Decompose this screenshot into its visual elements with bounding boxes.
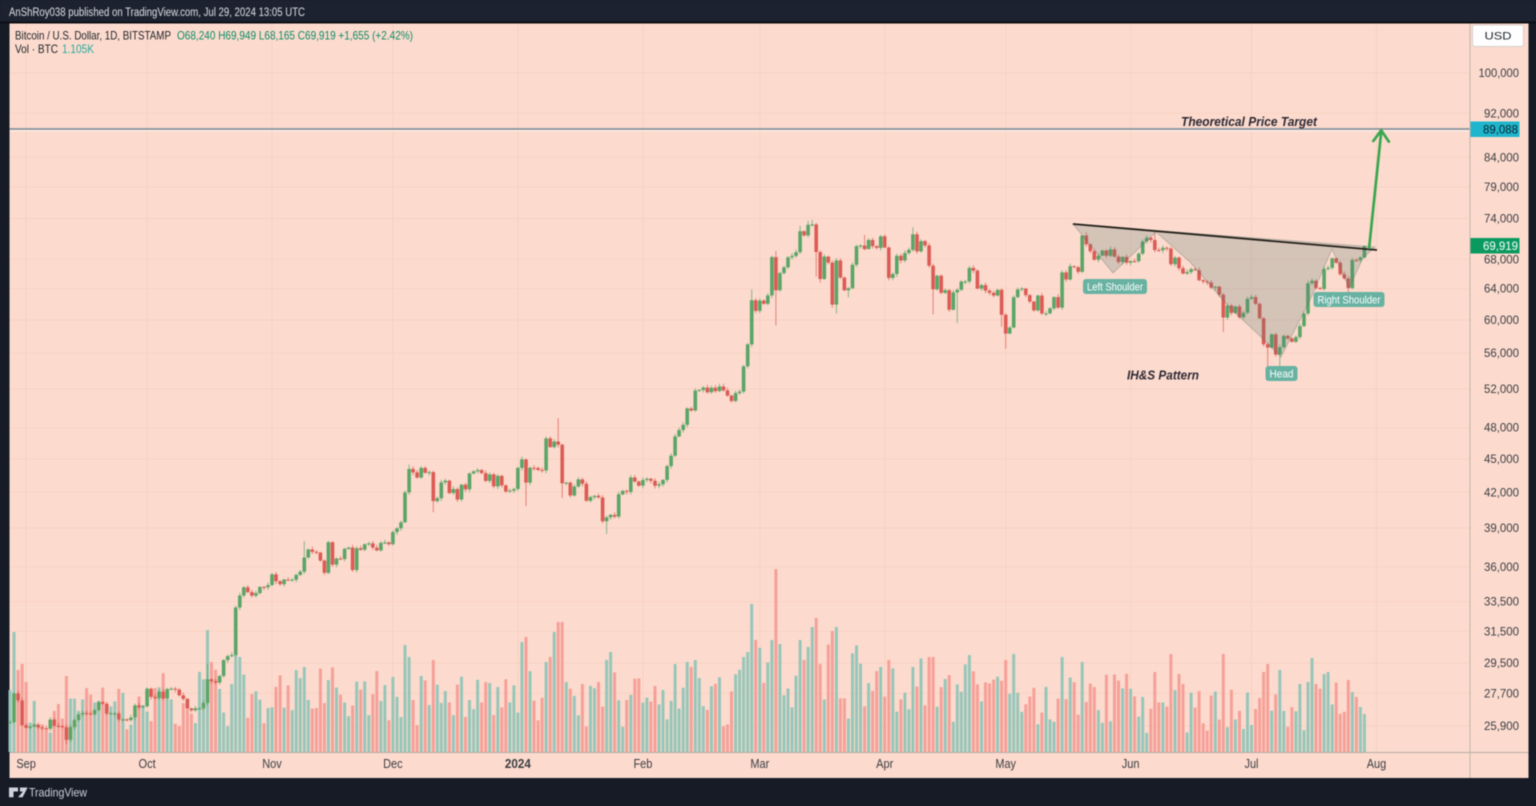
svg-text:79,000: 79,000 <box>1484 180 1519 194</box>
svg-text:27,700: 27,700 <box>1484 686 1519 700</box>
svg-text:Mar: Mar <box>750 756 769 771</box>
svg-text:69,919: 69,919 <box>1483 239 1518 253</box>
svg-text:Bitcoin / U.S. Dollar, 1D, BIT: Bitcoin / U.S. Dollar, 1D, BITSTAMP <box>15 29 171 43</box>
svg-text:60,000: 60,000 <box>1484 313 1519 327</box>
svg-text:52,000: 52,000 <box>1484 382 1519 396</box>
svg-text:56,000: 56,000 <box>1484 346 1519 360</box>
svg-text:Sep: Sep <box>16 756 36 771</box>
svg-text:45,000: 45,000 <box>1484 452 1519 466</box>
svg-text:Left Shoulder: Left Shoulder <box>1087 281 1143 293</box>
svg-text:Dec: Dec <box>383 756 403 771</box>
svg-text:84,000: 84,000 <box>1484 150 1519 164</box>
svg-text:64,000: 64,000 <box>1484 282 1519 296</box>
svg-text:Apr: Apr <box>876 756 894 771</box>
svg-text:48,000: 48,000 <box>1484 421 1519 435</box>
svg-text:USD: USD <box>1485 31 1512 43</box>
svg-text:Nov: Nov <box>262 756 282 771</box>
svg-text:Theoretical Price Target: Theoretical Price Target <box>1181 114 1318 129</box>
svg-text:IH&S Pattern: IH&S Pattern <box>1127 368 1199 383</box>
svg-text:O68,240 H69,949 L68,165 C69,91: O68,240 H69,949 L68,165 C69,919 +1,655 (… <box>177 29 413 43</box>
svg-text:Jul: Jul <box>1245 756 1259 771</box>
svg-text:Jun: Jun <box>1122 756 1140 771</box>
svg-text:68,000: 68,000 <box>1484 252 1519 266</box>
svg-text:36,000: 36,000 <box>1484 560 1519 574</box>
svg-text:Vol · BTC: Vol · BTC <box>15 42 58 56</box>
svg-text:29,500: 29,500 <box>1484 656 1519 670</box>
svg-text:Head: Head <box>1270 368 1294 380</box>
svg-text:Right Shoulder: Right Shoulder <box>1318 294 1381 306</box>
svg-text:2024: 2024 <box>505 756 532 771</box>
svg-text:100,000: 100,000 <box>1479 66 1520 80</box>
svg-text:31,500: 31,500 <box>1484 624 1519 638</box>
svg-text:74,000: 74,000 <box>1484 212 1519 226</box>
svg-text:25,900: 25,900 <box>1484 719 1519 733</box>
svg-text:Oct: Oct <box>139 756 157 771</box>
svg-text:42,000: 42,000 <box>1484 485 1519 499</box>
svg-text:33,500: 33,500 <box>1484 595 1519 609</box>
svg-text:89,088: 89,088 <box>1483 123 1518 137</box>
svg-text:AnShRoy038 published on Tradin: AnShRoy038 published on TradingView.com,… <box>9 7 305 19</box>
svg-text:1.105K: 1.105K <box>62 42 94 56</box>
svg-text:39,000: 39,000 <box>1484 521 1519 535</box>
svg-text:TradingView: TradingView <box>29 786 87 800</box>
svg-text:Feb: Feb <box>633 756 652 771</box>
svg-text:Aug: Aug <box>1367 756 1387 771</box>
svg-text:92,000: 92,000 <box>1484 106 1519 120</box>
svg-text:May: May <box>995 756 1016 771</box>
